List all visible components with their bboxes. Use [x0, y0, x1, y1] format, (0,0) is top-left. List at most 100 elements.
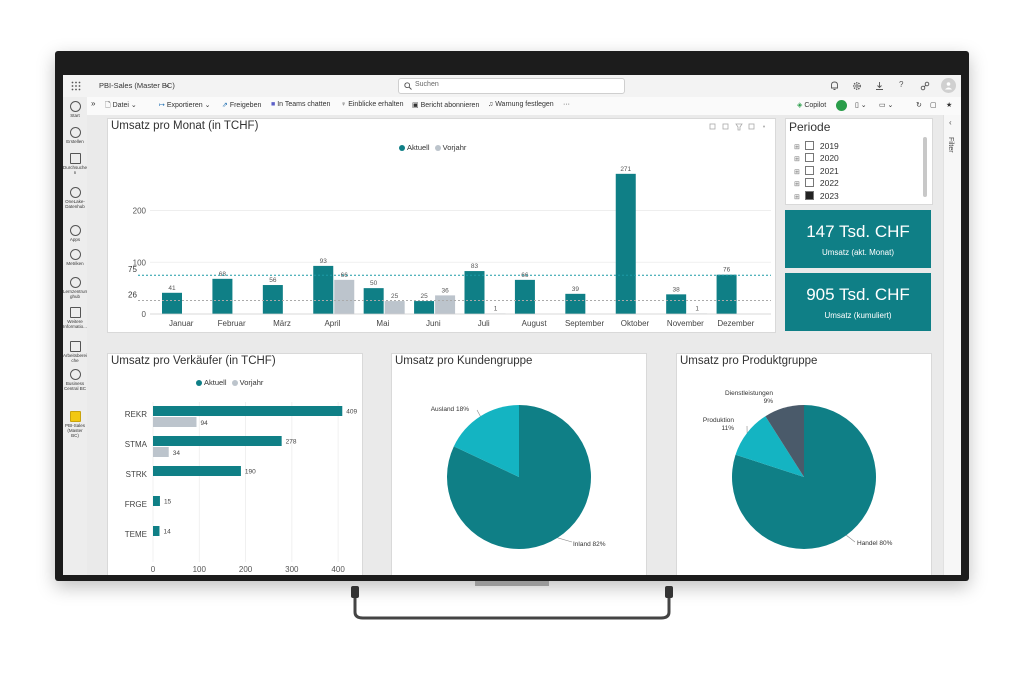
data-label: 68: [219, 271, 227, 278]
filter-pane[interactable]: ‹ Filter: [943, 115, 961, 575]
slicer-item[interactable]: ⊞ 2021: [794, 165, 839, 177]
left-nav-rail: Start Erstellen Durchsuche n OneLake-Datenh…: [63, 97, 88, 575]
legend-label-vorjahr: Vorjahr: [239, 378, 264, 387]
data-label: 1: [494, 305, 498, 312]
people-icon: [69, 369, 81, 380]
bar-aktuell: [514, 279, 535, 314]
rail-item[interactable]: Business Central BC: [63, 369, 87, 391]
checkbox[interactable]: [804, 141, 814, 150]
rail-item[interactable]: Durchsuche n: [63, 153, 87, 175]
more-options-button[interactable]: ···: [563, 101, 570, 108]
search-icon: [404, 82, 412, 90]
help-icon[interactable]: ?: [899, 80, 904, 89]
leader-line: [557, 537, 573, 543]
period-slicer[interactable]: Periode ⊞ 2019 ⊞ 2020 ⊞ 2021 ⊞ 2022 ⊞ 2023: [785, 118, 933, 205]
file-menu[interactable]: 🗋 Datei ⌄: [105, 102, 137, 109]
checkbox[interactable]: [804, 178, 814, 188]
data-label: 41: [168, 285, 176, 292]
rail-item[interactable]: Arbeitsberei che: [63, 341, 87, 363]
rail-item[interactable]: Weitere Informatio...: [63, 307, 87, 329]
bar-aktuell: [615, 173, 636, 314]
checkbox[interactable]: [804, 153, 814, 163]
rail-item[interactable]: Apps: [63, 225, 87, 242]
salesperson-chart-card[interactable]: Umsatz pro Verkäufer (in TCHF) Aktuell V…: [107, 353, 363, 575]
insights-button[interactable]: ♀ Einblicke erhalten: [341, 101, 403, 108]
gear-icon[interactable]: [852, 81, 862, 91]
plus-icon: [69, 127, 81, 138]
customer-group-card[interactable]: Umsatz pro Kundengruppe Inland 82% Auslan…: [391, 353, 647, 575]
bookmark-menu[interactable]: ▯ ⌄: [855, 102, 867, 109]
download-icon[interactable]: [875, 81, 884, 91]
export-menu[interactable]: ↦ Exportieren ⌄: [159, 102, 211, 109]
data-label: 25: [420, 293, 428, 300]
expand-icon[interactable]: ⊞: [794, 144, 800, 151]
x-tick-label: Januar: [169, 319, 194, 328]
expand-icon[interactable]: ⊞: [794, 181, 800, 189]
x-tick-label: September: [565, 319, 604, 328]
customer-chart-title: Umsatz pro Kundengruppe: [395, 355, 533, 367]
slice-label: Ausland 18%: [431, 406, 470, 413]
comment-icon[interactable]: ▢: [930, 102, 937, 109]
avatar[interactable]: [941, 78, 956, 93]
slicer-scrollbar[interactable]: [923, 137, 927, 197]
bell-icon[interactable]: [830, 81, 839, 91]
app-launcher-icon[interactable]: [71, 81, 81, 91]
reload-icon[interactable]: ↻: [916, 102, 922, 109]
kpi-label: Umsatz (akt. Monat): [821, 248, 894, 257]
monthly-chart-card[interactable]: Umsatz pro Monat (in TCHF) Aktuell Vorja…: [107, 118, 776, 333]
data-label: 94: [201, 420, 209, 427]
rail-item[interactable]: Erstellen: [63, 127, 87, 144]
refresh-badge-icon[interactable]: [836, 100, 847, 111]
favorite-star-icon[interactable]: ★: [946, 102, 953, 109]
rail-item[interactable]: PBI-Sales (Master BC): [63, 411, 87, 438]
rail-item-label: Business Central BC: [63, 381, 86, 391]
kpi-label: Umsatz (kumuliert): [824, 311, 892, 320]
rail-item[interactable]: OneLake-Datenhub: [63, 187, 87, 209]
bar-aktuell: [262, 285, 283, 314]
slicer-item[interactable]: ⊞ 2019: [794, 141, 839, 152]
teams-chat-button[interactable]: ■ In Teams chatten: [271, 101, 330, 108]
filter-collapse-icon[interactable]: ‹: [949, 118, 952, 127]
view-menu[interactable]: ▭ ⌄: [879, 102, 894, 109]
report-name[interactable]: PBI-Sales (Master BC): [99, 81, 175, 90]
slicer-item[interactable]: ⊞ 2020: [794, 153, 839, 164]
y-tick-label: TEME: [125, 530, 147, 539]
expand-icon[interactable]: ⊞: [794, 156, 800, 164]
copilot-icon: ◈: [797, 102, 803, 109]
file-icon: 🗋: [105, 102, 111, 109]
data-label: 25: [391, 293, 399, 300]
expand-icon[interactable]: ⊞: [794, 193, 800, 201]
slicer-item[interactable]: ⊞ 2023: [794, 190, 839, 202]
report-canvas: Umsatz pro Monat (in TCHF) Aktuell Vorja…: [87, 115, 961, 575]
share-button[interactable]: ⇗ Freigeben: [222, 101, 261, 109]
product-chart-title: Umsatz pro Produktgruppe: [680, 355, 818, 367]
rail-item[interactable]: Metriken: [63, 249, 87, 266]
checkbox[interactable]: [804, 165, 814, 175]
data-label: 1: [695, 305, 699, 312]
leader-line: [846, 535, 856, 543]
slice-label: Inland 82%: [573, 541, 606, 548]
chevron-down-icon[interactable]: ⌄: [164, 80, 171, 89]
rail-item[interactable]: Start: [63, 101, 87, 118]
share-link-icon[interactable]: [920, 81, 930, 91]
data-label: 271: [620, 166, 631, 173]
subscribe-button[interactable]: ▣ Bericht abonnieren: [412, 101, 479, 109]
expand-icon[interactable]: ⊞: [794, 168, 800, 176]
search-box[interactable]: Suchen: [398, 78, 625, 94]
x-tick-label: 0: [151, 565, 156, 574]
book-icon: [69, 307, 81, 318]
x-tick-label: November: [667, 319, 704, 328]
alert-button[interactable]: ♫ Warnung festlegen: [488, 101, 554, 108]
kpi-card-cumulative: 905 Tsd. CHF Umsatz (kumuliert): [785, 273, 931, 331]
slicer-item[interactable]: ⊞ 2022: [794, 178, 839, 189]
user-icon: [945, 82, 952, 90]
checkbox[interactable]: [804, 190, 814, 200]
expand-icon[interactable]: »: [91, 99, 96, 108]
product-group-card[interactable]: Umsatz pro Produktgruppe Handel 80% Produ…: [676, 353, 932, 575]
copilot-button[interactable]: ◈ Copilot: [797, 101, 826, 109]
visual-header-icons[interactable]: [708, 122, 768, 131]
share-icon: ⇗: [222, 102, 228, 109]
rail-item[interactable]: Lernzentrum ghub: [63, 277, 88, 299]
data-label: 93: [320, 258, 328, 265]
y-tick-label: STRK: [126, 470, 148, 479]
